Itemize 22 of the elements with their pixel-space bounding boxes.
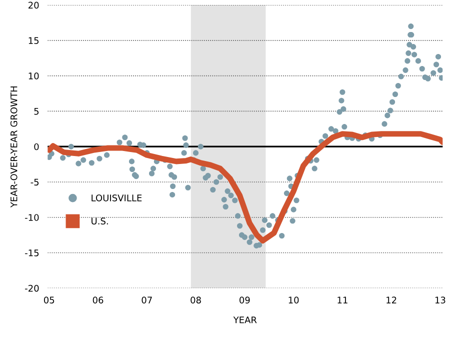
x-tick-label: 09 xyxy=(240,296,250,304)
y-tick-label: -15 xyxy=(25,250,39,256)
y-tick-label: 0 xyxy=(34,143,39,150)
y-tick-label: 5 xyxy=(34,108,39,115)
legend-label: LOUISVILLE xyxy=(92,194,142,202)
x-tick-label: 11 xyxy=(338,296,348,304)
x-tick-label: 05 xyxy=(44,296,54,304)
x-tick-label: 06 xyxy=(92,296,104,304)
x-axis-title: YEAR xyxy=(233,316,257,324)
x-tick-label: 10 xyxy=(288,296,299,304)
y-tick-label: 20 xyxy=(28,2,39,9)
y-tick-label: -20 xyxy=(25,284,39,292)
x-tick-label: 13 xyxy=(435,296,446,304)
y-tick-label: -5 xyxy=(30,178,39,186)
y-tick-label: 15 xyxy=(28,37,39,44)
legend-label: U.S. xyxy=(92,218,108,224)
y-tick-label: -10 xyxy=(25,214,39,221)
x-tick-label: 07 xyxy=(142,296,152,304)
x-tick-label: 08 xyxy=(190,296,201,304)
y-tick-label: 10 xyxy=(28,72,39,80)
x-tick-label: 12 xyxy=(386,296,396,304)
y-axis-title: YEAR-OVER-YEAR GROWTH xyxy=(10,86,18,208)
